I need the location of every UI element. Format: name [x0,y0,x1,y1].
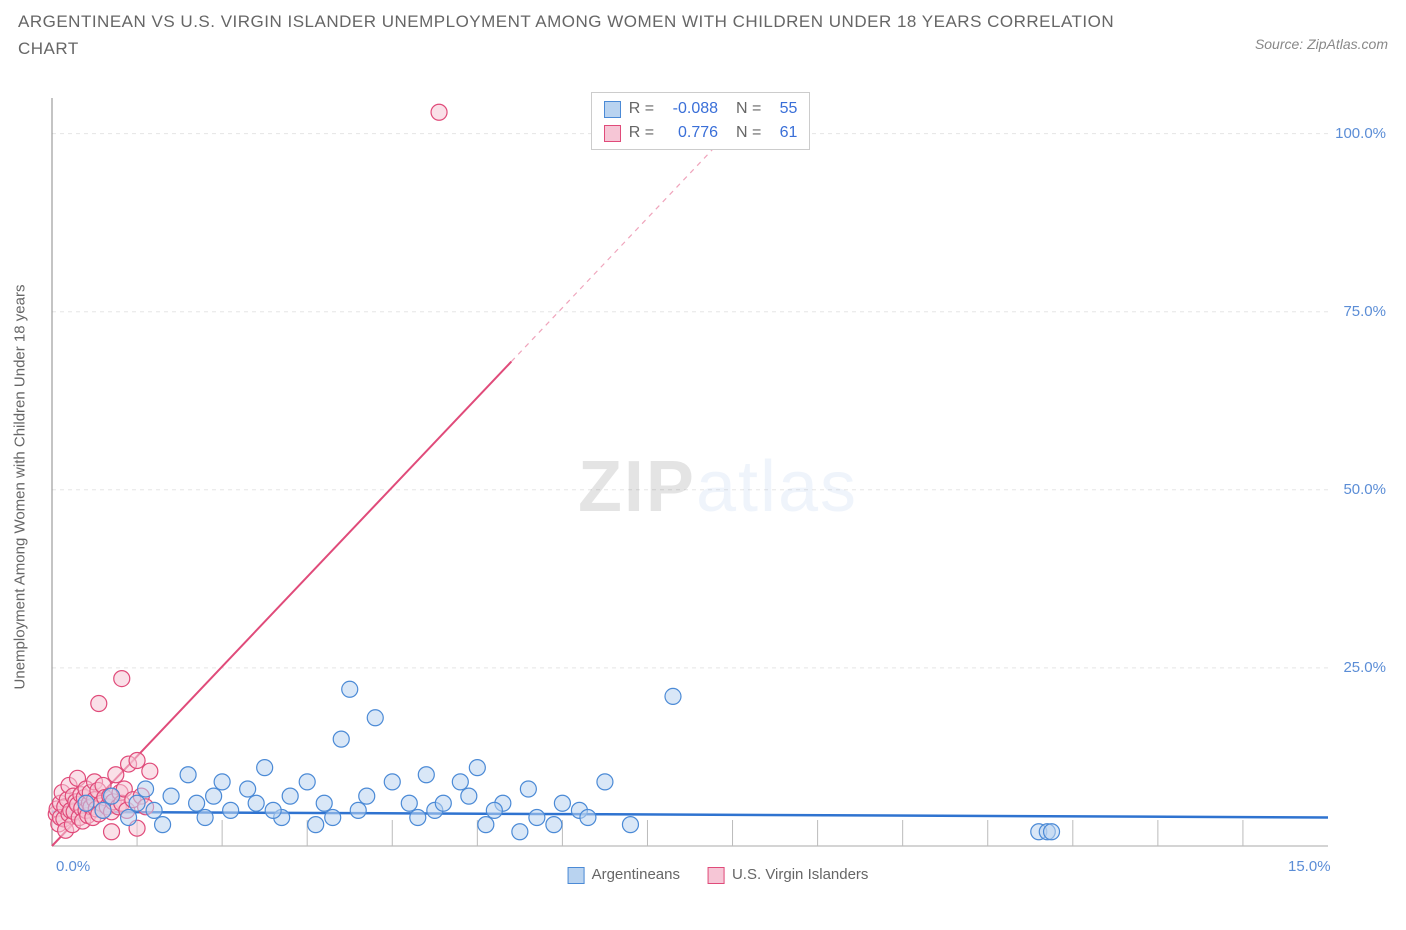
stats-n-value: 61 [769,121,797,145]
correlation-stats-box: R = -0.088 N = 55 R = 0.776 N = 61 [591,92,811,150]
stats-r-label: R = [629,121,654,145]
stats-swatch [604,101,621,118]
header-row: ARGENTINEAN VS U.S. VIRGIN ISLANDER UNEM… [0,0,1406,62]
stats-row: R = -0.088 N = 55 [604,97,798,121]
legend: Argentineans U.S. Virgin Islanders [568,866,869,884]
source-attribution: Source: ZipAtlas.com [1255,36,1388,52]
legend-item: Argentineans [568,866,680,884]
stats-r-value: 0.776 [662,121,718,145]
chart-area: Unemployment Among Women with Children U… [48,92,1388,882]
stats-row: R = 0.776 N = 61 [604,121,798,145]
x-tick-label: 15.0% [1288,858,1331,875]
y-axis-label: Unemployment Among Women with Children U… [12,285,29,690]
y-tick-label: 100.0% [1335,125,1386,142]
x-tick-label: 0.0% [56,858,90,875]
stats-n-value: 55 [769,97,797,121]
stats-r-value: -0.088 [662,97,718,121]
legend-swatch [568,867,585,884]
stats-swatch [604,125,621,142]
legend-label: Argentineans [592,866,680,883]
y-tick-label: 25.0% [1343,659,1386,676]
legend-swatch [708,867,725,884]
stats-n-label: N = [736,97,761,121]
legend-item: U.S. Virgin Islanders [708,866,868,884]
y-tick-label: 50.0% [1343,481,1386,498]
legend-label: U.S. Virgin Islanders [732,866,868,883]
scatter-plot [48,92,1388,882]
stats-n-label: N = [736,121,761,145]
stats-r-label: R = [629,97,654,121]
y-tick-label: 75.0% [1343,303,1386,320]
chart-title: ARGENTINEAN VS U.S. VIRGIN ISLANDER UNEM… [18,8,1118,62]
